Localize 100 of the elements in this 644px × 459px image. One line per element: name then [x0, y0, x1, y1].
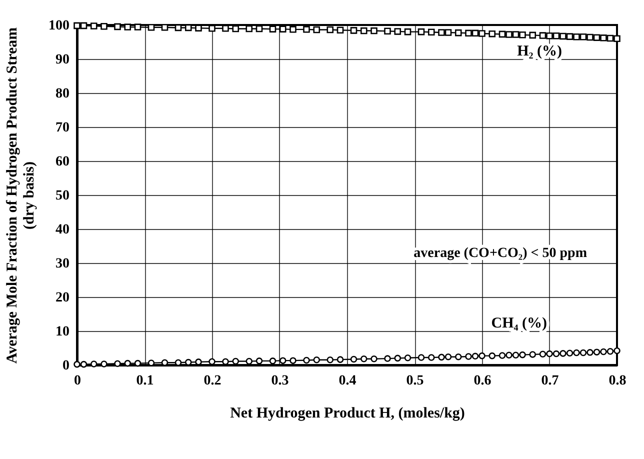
point — [606, 34, 614, 42]
point — [313, 356, 320, 364]
point — [472, 30, 479, 37]
point — [124, 360, 132, 367]
point — [552, 350, 560, 358]
point — [290, 357, 296, 364]
point — [100, 22, 108, 30]
x-tick-label: 0.4 — [338, 374, 356, 388]
point — [256, 358, 263, 364]
point — [454, 353, 462, 360]
point — [114, 360, 121, 368]
point — [114, 23, 121, 30]
point — [418, 354, 425, 361]
point — [580, 349, 587, 356]
point — [512, 352, 520, 359]
point — [506, 31, 512, 38]
point — [586, 349, 594, 356]
point — [444, 29, 452, 36]
point — [232, 358, 240, 365]
point — [303, 26, 310, 33]
x-tick-label: 0.5 — [406, 374, 424, 388]
point — [303, 356, 310, 364]
point — [232, 25, 240, 32]
point — [519, 31, 526, 38]
y-tick-label: 100 — [48, 18, 70, 34]
point — [290, 26, 296, 33]
point — [124, 24, 132, 30]
point — [100, 360, 108, 368]
y-tick-label: 70 — [56, 120, 70, 136]
point — [336, 356, 344, 363]
y-tick-label: 90 — [56, 52, 70, 68]
point — [506, 352, 512, 359]
x-tick-label: 0.6 — [474, 374, 492, 388]
point — [222, 25, 229, 32]
point — [90, 360, 98, 368]
point — [444, 353, 452, 360]
series-label: CH₄ (%) — [491, 316, 547, 332]
point — [600, 34, 607, 42]
point — [404, 28, 412, 36]
point — [566, 33, 574, 40]
point — [478, 30, 486, 37]
point — [370, 355, 378, 362]
y-tick-label: 80 — [56, 86, 70, 102]
y-tick-label: 30 — [56, 256, 70, 272]
point — [560, 32, 566, 40]
y-tick-label: 40 — [56, 222, 70, 238]
point — [428, 354, 435, 361]
point — [546, 350, 553, 358]
point — [519, 351, 526, 358]
point — [336, 26, 344, 34]
point — [80, 22, 88, 30]
point — [465, 30, 472, 37]
point — [74, 22, 80, 30]
point — [428, 28, 435, 36]
point — [498, 352, 506, 359]
point — [360, 27, 368, 34]
point — [573, 34, 580, 40]
point — [600, 348, 607, 356]
point — [488, 30, 496, 38]
point — [134, 24, 142, 30]
y-tick-label: 60 — [56, 154, 70, 170]
point — [404, 354, 412, 362]
point — [279, 26, 286, 32]
point — [529, 32, 536, 39]
point — [350, 356, 358, 363]
point — [560, 350, 566, 357]
point — [370, 27, 378, 34]
point — [90, 22, 98, 30]
x-tick-label: 0.2 — [204, 374, 222, 388]
point — [478, 352, 486, 360]
point — [606, 348, 614, 355]
point — [246, 358, 253, 365]
y-tick-label: 20 — [56, 290, 70, 306]
y-tick-label: 10 — [56, 324, 70, 340]
point — [313, 26, 320, 34]
point — [279, 357, 286, 364]
point — [498, 30, 506, 38]
point — [208, 358, 216, 365]
point — [586, 34, 594, 41]
point — [552, 32, 560, 40]
point — [465, 353, 472, 360]
point — [512, 31, 520, 38]
point — [384, 28, 391, 35]
point — [539, 32, 546, 39]
point — [529, 351, 536, 358]
point — [438, 29, 445, 36]
point — [222, 358, 229, 365]
point — [566, 350, 574, 356]
point — [256, 25, 263, 32]
x-tick-label: 0 — [74, 374, 81, 388]
point — [360, 355, 368, 362]
point — [573, 349, 580, 356]
point — [269, 26, 276, 32]
y-tick-label: 50 — [56, 188, 70, 204]
point — [134, 360, 142, 367]
point — [438, 354, 445, 361]
point — [269, 358, 276, 364]
point — [326, 26, 334, 34]
point — [350, 27, 358, 34]
x-axis-title: Net Hydrogen Product H, (moles/kg) — [230, 406, 465, 422]
